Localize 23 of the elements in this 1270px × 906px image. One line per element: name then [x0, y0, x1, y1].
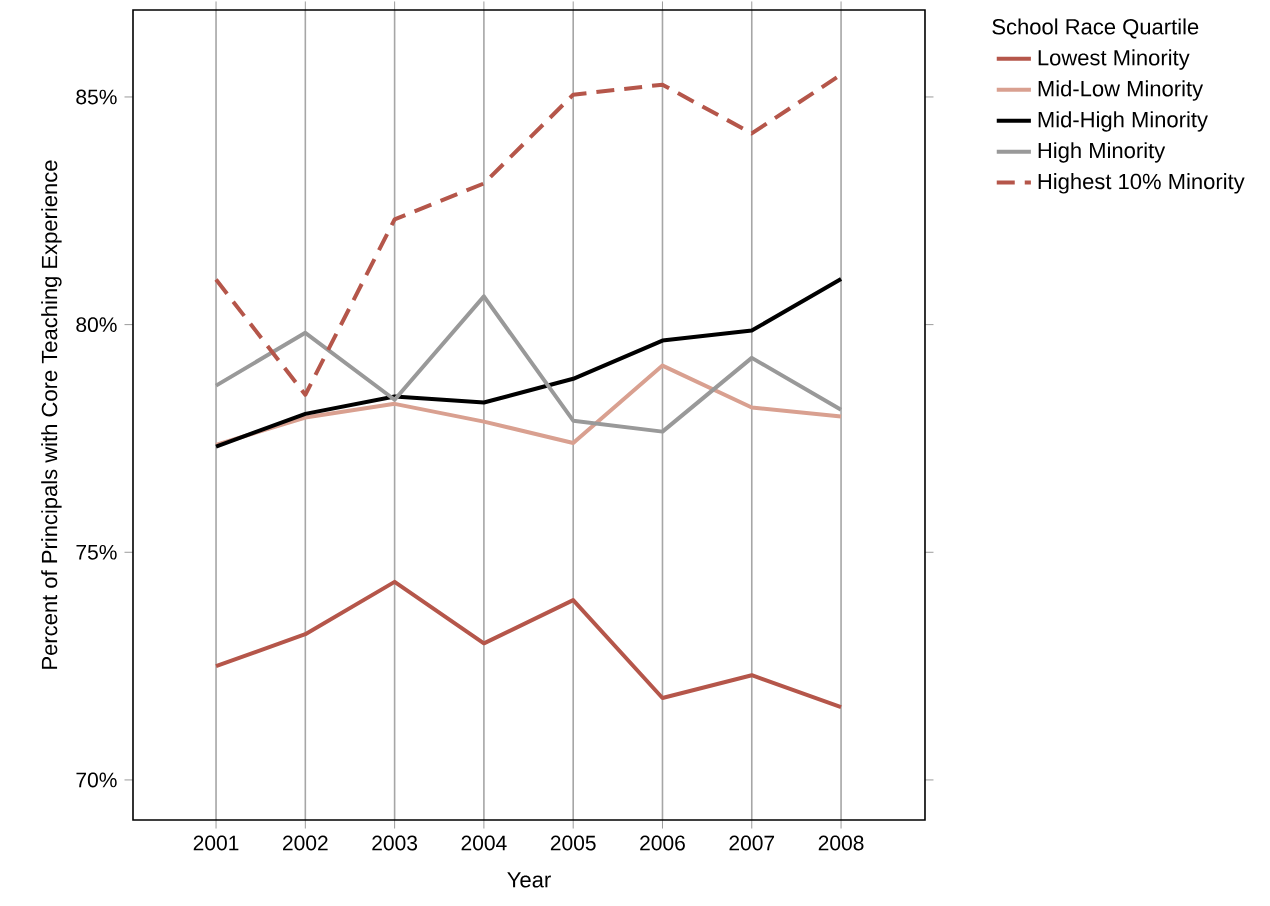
y-axis-title: Percent of Principals with Core Teaching Experience: [41, 160, 62, 669]
x-tick-label: 2007: [729, 835, 775, 851]
legend-label: Lowest Minority: [1038, 49, 1190, 70]
legend-label: High Minority: [1038, 142, 1166, 163]
line-series: [214, 579, 844, 710]
y-tick-label: 75%: [76, 544, 117, 560]
x-tick-label: 2006: [640, 835, 685, 851]
x-tick-label: 2008: [818, 835, 864, 851]
legend-label: Highest 10% Minority: [1038, 173, 1245, 194]
legend-label: Mid-Low Minority: [1038, 80, 1204, 101]
legend-label: Mid-High Minority: [1038, 111, 1208, 132]
x-tick-label: 2004: [461, 835, 507, 851]
y-tick-label: 70%: [76, 772, 117, 788]
x-tick-label: 2002: [283, 835, 328, 851]
x-tick-label: 2003: [372, 835, 418, 851]
legend-title: School Race Quartile: [992, 18, 1199, 39]
x-tick-label: 2001: [193, 835, 239, 851]
line-series: [214, 277, 844, 449]
x-tick-label: 2005: [550, 835, 596, 851]
y-tick-label: 85%: [76, 89, 117, 105]
y-tick-label: 80%: [76, 317, 117, 333]
line-series: [214, 294, 844, 434]
x-axis-title: Year: [507, 872, 551, 888]
